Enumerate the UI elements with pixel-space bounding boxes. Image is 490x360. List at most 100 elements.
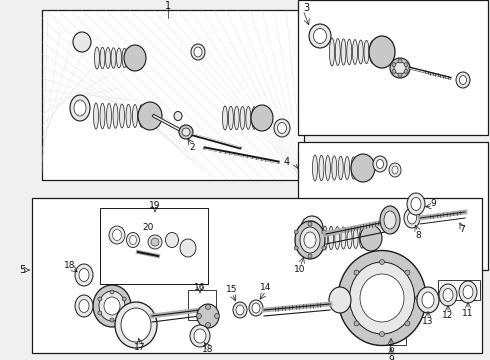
Ellipse shape <box>352 40 358 64</box>
Ellipse shape <box>215 314 220 319</box>
Ellipse shape <box>389 163 401 177</box>
Text: 4: 4 <box>284 157 290 167</box>
Ellipse shape <box>104 297 120 315</box>
Ellipse shape <box>398 73 402 77</box>
Ellipse shape <box>74 100 86 116</box>
Ellipse shape <box>404 69 408 73</box>
Ellipse shape <box>392 166 398 174</box>
Ellipse shape <box>99 291 125 321</box>
Ellipse shape <box>115 302 157 348</box>
Text: 5: 5 <box>19 265 25 275</box>
Text: 18: 18 <box>202 346 214 355</box>
Ellipse shape <box>113 230 122 240</box>
Ellipse shape <box>359 228 365 248</box>
Ellipse shape <box>343 296 348 301</box>
Ellipse shape <box>314 28 326 44</box>
Ellipse shape <box>100 47 105 69</box>
Ellipse shape <box>95 47 99 69</box>
Ellipse shape <box>341 227 346 249</box>
Text: 12: 12 <box>442 311 454 320</box>
Ellipse shape <box>75 295 93 317</box>
Ellipse shape <box>306 221 318 235</box>
Ellipse shape <box>347 39 352 65</box>
Ellipse shape <box>79 269 89 282</box>
Ellipse shape <box>404 208 420 228</box>
Ellipse shape <box>366 228 370 248</box>
Ellipse shape <box>258 107 263 129</box>
Ellipse shape <box>277 122 287 134</box>
Ellipse shape <box>358 157 363 179</box>
Text: 1: 1 <box>165 1 171 11</box>
Ellipse shape <box>93 285 131 327</box>
Text: 15: 15 <box>226 285 238 294</box>
Text: 8: 8 <box>415 230 421 239</box>
Ellipse shape <box>329 38 335 66</box>
Ellipse shape <box>105 48 111 68</box>
Ellipse shape <box>332 156 337 180</box>
Text: 9: 9 <box>388 356 394 360</box>
Ellipse shape <box>347 227 352 249</box>
Ellipse shape <box>379 332 385 337</box>
Ellipse shape <box>194 329 206 343</box>
Ellipse shape <box>205 323 211 328</box>
Ellipse shape <box>354 270 359 275</box>
Ellipse shape <box>404 63 408 67</box>
Ellipse shape <box>411 198 421 211</box>
Ellipse shape <box>422 292 434 308</box>
Ellipse shape <box>294 230 298 234</box>
Ellipse shape <box>148 235 162 249</box>
Ellipse shape <box>439 284 457 306</box>
Ellipse shape <box>370 41 375 63</box>
Ellipse shape <box>405 270 410 275</box>
Ellipse shape <box>111 48 116 68</box>
Bar <box>438 280 480 300</box>
Ellipse shape <box>121 308 151 342</box>
Ellipse shape <box>349 262 415 334</box>
Ellipse shape <box>73 32 91 52</box>
Bar <box>376 323 406 345</box>
Ellipse shape <box>252 107 257 129</box>
Ellipse shape <box>274 119 290 137</box>
Ellipse shape <box>295 221 325 259</box>
Ellipse shape <box>166 233 178 248</box>
Text: 10: 10 <box>294 266 306 274</box>
Ellipse shape <box>329 287 351 313</box>
Ellipse shape <box>190 325 210 347</box>
Ellipse shape <box>120 104 124 128</box>
Ellipse shape <box>179 125 193 139</box>
Bar <box>298 142 488 270</box>
Ellipse shape <box>240 107 245 130</box>
Ellipse shape <box>294 246 298 250</box>
Ellipse shape <box>384 211 396 229</box>
Ellipse shape <box>180 239 196 257</box>
Ellipse shape <box>236 305 244 315</box>
Ellipse shape <box>376 159 384 168</box>
Ellipse shape <box>194 47 202 57</box>
Ellipse shape <box>456 72 470 88</box>
Ellipse shape <box>228 106 233 130</box>
Ellipse shape <box>405 321 410 326</box>
Ellipse shape <box>122 311 126 315</box>
Text: 11: 11 <box>462 309 474 318</box>
Ellipse shape <box>146 105 150 127</box>
Ellipse shape <box>304 232 316 248</box>
Ellipse shape <box>364 40 369 64</box>
Ellipse shape <box>460 76 466 85</box>
Ellipse shape <box>70 95 90 121</box>
Ellipse shape <box>205 305 211 310</box>
Ellipse shape <box>308 222 312 226</box>
Ellipse shape <box>416 296 420 301</box>
Ellipse shape <box>375 41 381 63</box>
Ellipse shape <box>127 49 132 68</box>
Ellipse shape <box>344 157 350 180</box>
Ellipse shape <box>174 112 182 121</box>
Ellipse shape <box>117 48 122 68</box>
Ellipse shape <box>138 102 162 130</box>
Ellipse shape <box>390 58 410 78</box>
Ellipse shape <box>341 39 346 65</box>
Text: 6: 6 <box>388 345 394 354</box>
Ellipse shape <box>106 104 112 129</box>
Ellipse shape <box>197 304 219 328</box>
Ellipse shape <box>182 128 190 136</box>
Ellipse shape <box>322 226 327 250</box>
